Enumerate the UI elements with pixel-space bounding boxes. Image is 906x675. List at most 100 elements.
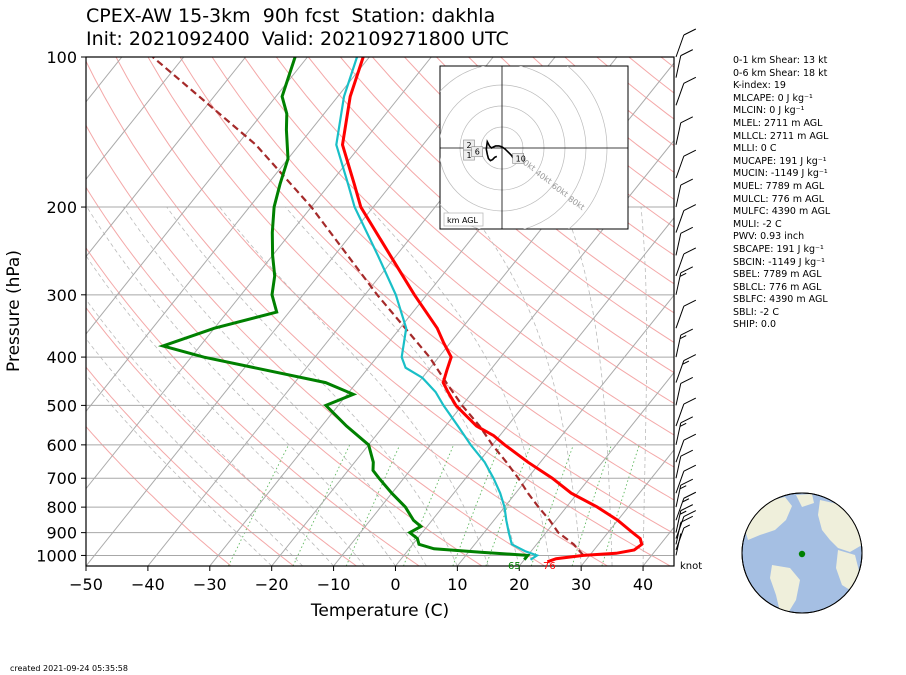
moist-adiabat bbox=[86, 338, 303, 566]
hodograph-legend-box bbox=[443, 212, 484, 227]
stability-index: 0-6 km Shear: 18 kt bbox=[733, 67, 828, 79]
stability-index: MUCIN: -1149 J kg⁻¹ bbox=[733, 168, 828, 180]
moist-adiabat bbox=[86, 206, 396, 566]
wind-barb bbox=[675, 478, 693, 508]
mixing-ratio-line bbox=[530, 444, 574, 566]
x-tick-label: 10 bbox=[447, 575, 467, 594]
x-tick-label: −40 bbox=[131, 575, 165, 594]
profiles bbox=[152, 57, 644, 564]
dry-adiabat bbox=[404, 57, 674, 285]
wind-barb bbox=[675, 433, 697, 463]
stability-index: SHIP: 0.0 bbox=[733, 319, 777, 331]
wind-barb bbox=[675, 76, 697, 106]
wind-barb bbox=[675, 354, 697, 383]
dry-adiabat bbox=[307, 57, 674, 374]
stability-index: SBLCL: 776 m AGL bbox=[733, 281, 822, 293]
mixing-ratio-line bbox=[292, 444, 351, 566]
y-tick-label: 600 bbox=[46, 436, 77, 455]
stability-index: MLLI: 0 C bbox=[733, 143, 777, 155]
isotherm bbox=[518, 371, 674, 566]
mixing-ratio-line bbox=[452, 444, 501, 566]
dry-adiabat bbox=[372, 57, 674, 314]
parcel-path bbox=[152, 57, 585, 557]
wind-barb bbox=[675, 504, 693, 533]
dry-adiabat bbox=[179, 57, 674, 501]
wind-barb bbox=[675, 247, 697, 277]
wind-barbs bbox=[675, 28, 697, 556]
created-timestamp: created 2021-09-24 05:35:58 bbox=[10, 664, 128, 673]
globe-land-south-america bbox=[770, 565, 800, 613]
hodograph-legend-label: km AGL bbox=[447, 216, 479, 225]
y-tick-label: 100 bbox=[46, 48, 77, 67]
hodograph-height-label: 10 bbox=[516, 154, 526, 163]
x-tick-label: 0 bbox=[390, 575, 400, 594]
isotherm bbox=[86, 57, 432, 490]
stability-index: SBCAPE: 191 J kg⁻¹ bbox=[733, 243, 824, 255]
globe-land-north-america bbox=[742, 497, 792, 540]
wind-barb bbox=[675, 299, 697, 329]
stability-indices: 0-1 km Shear: 13 kt 0-6 km Shear: 18 kt K-… bbox=[733, 55, 830, 332]
chart-title: CPEX-AW 15-3km 90h fcst Station: dakhla bbox=[86, 5, 496, 27]
stability-index: MUEL: 7789 m AGL bbox=[733, 180, 825, 192]
dry-adiabat bbox=[86, 60, 608, 566]
surface-dewpoint-label: 65 bbox=[508, 561, 521, 572]
x-tick-label: −30 bbox=[193, 575, 227, 594]
wind-barb bbox=[675, 397, 697, 427]
y-tick-label: 300 bbox=[46, 286, 77, 305]
globe-land-greenland bbox=[796, 494, 814, 507]
isotherm bbox=[86, 57, 494, 566]
station-marker bbox=[798, 550, 806, 558]
globe-land-africa-south bbox=[836, 550, 860, 590]
moist-adiabat bbox=[86, 298, 334, 566]
dry-adiabat bbox=[86, 425, 232, 566]
isotherm bbox=[86, 57, 185, 180]
x-tick-label: 40 bbox=[633, 575, 653, 594]
isotherm bbox=[395, 217, 674, 566]
moist-adiabat bbox=[466, 206, 582, 566]
moist-adiabat bbox=[123, 206, 427, 566]
mixing-ratio-line bbox=[601, 444, 640, 566]
moist-adiabat bbox=[219, 206, 489, 566]
dewpoint-line bbox=[157, 57, 531, 561]
hodograph-height-label: 1 bbox=[467, 151, 472, 160]
wind-barb bbox=[675, 116, 693, 145]
stability-index: SBLFC: 4390 m AGL bbox=[733, 294, 828, 306]
isotherm bbox=[580, 449, 674, 566]
y-tick-label: 400 bbox=[46, 348, 77, 367]
mixing-ratio-line bbox=[571, 444, 612, 566]
dry-adiabat bbox=[86, 186, 483, 566]
stability-index: K-index: 19 bbox=[733, 80, 786, 92]
y-tick-label: 900 bbox=[46, 524, 77, 543]
mixing-ratio-line bbox=[345, 444, 401, 566]
moist-adiabat bbox=[166, 206, 458, 566]
dry-adiabat bbox=[243, 57, 674, 436]
x-tick-label: −50 bbox=[69, 575, 103, 594]
wind-barb bbox=[675, 28, 697, 58]
mixing-ratio-line bbox=[485, 444, 532, 566]
dry-adiabat bbox=[147, 57, 674, 535]
wind-barb bbox=[675, 491, 697, 521]
wind-barb bbox=[675, 376, 693, 406]
axis-ticks: −50 −40 −30 −20 −10 0 10 20 30 40 1000 900 800 700 600… bbox=[36, 48, 653, 594]
stability-index: MLCAPE: 0 J kg⁻¹ bbox=[733, 92, 813, 104]
globe-land-europe-africa bbox=[818, 500, 862, 552]
wind-barb bbox=[675, 178, 693, 208]
wind-barb bbox=[675, 266, 693, 295]
hodograph-height-label: 2 bbox=[467, 141, 472, 150]
wind-barb bbox=[675, 49, 693, 78]
temperature-line bbox=[340, 57, 644, 564]
isotherm bbox=[86, 57, 247, 258]
x-axis-label: Temperature (C) bbox=[310, 601, 449, 621]
stability-index: MLEL: 2711 m AGL bbox=[733, 117, 823, 129]
wind-barb bbox=[675, 328, 693, 358]
moist-adiabat bbox=[367, 206, 551, 566]
hodograph-height-box bbox=[463, 139, 475, 151]
y-tick-label: 800 bbox=[46, 498, 77, 517]
isotherm bbox=[86, 57, 370, 413]
dry-adiabat bbox=[340, 57, 674, 344]
wetbulb-line bbox=[335, 57, 540, 561]
stability-index: SBLI: -2 C bbox=[733, 306, 779, 318]
wind-barb bbox=[675, 524, 691, 551]
